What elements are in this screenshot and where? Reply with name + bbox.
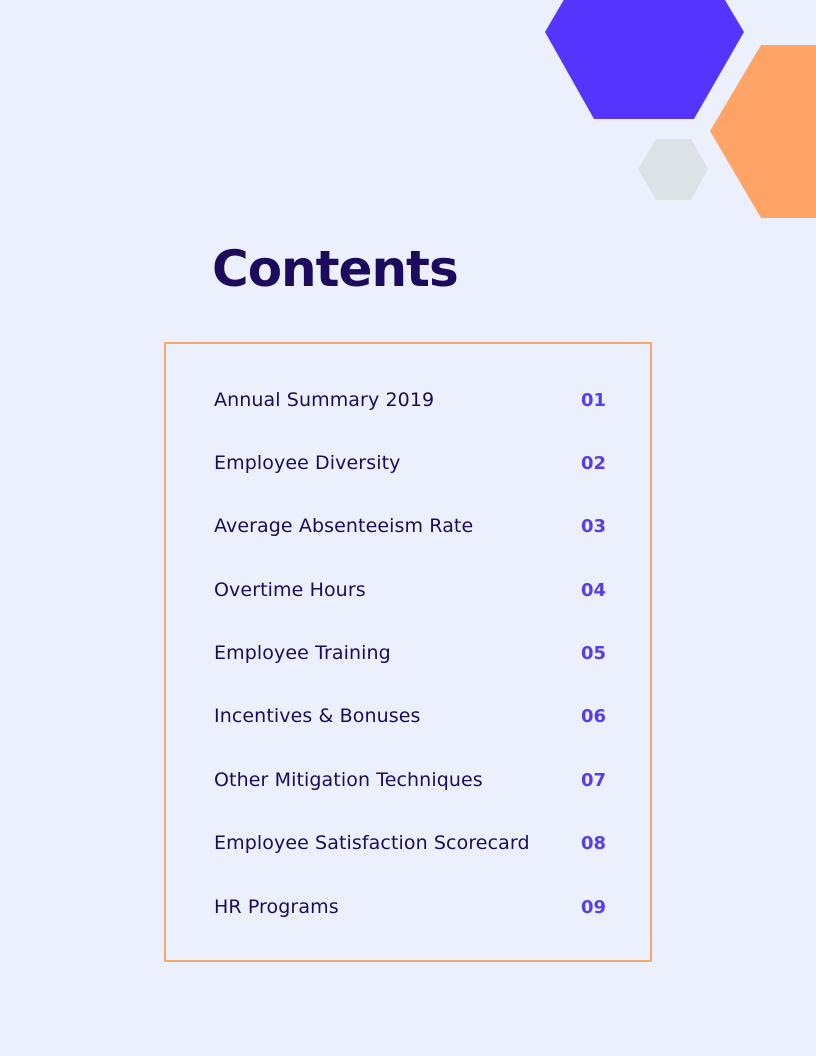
toc-item[interactable]: Overtime Hours 04 [214, 575, 606, 605]
toc-item[interactable]: Incentives & Bonuses 06 [214, 701, 606, 731]
toc-item-label: Employee Satisfaction Scorecard [214, 832, 530, 854]
toc-item-label: Overtime Hours [214, 579, 366, 601]
toc-item-label: Other Mitigation Techniques [214, 769, 483, 791]
toc-item[interactable]: Employee Training 05 [214, 638, 606, 668]
toc-item-label: Employee Diversity [214, 452, 401, 474]
toc-item-label: HR Programs [214, 896, 339, 918]
toc-item-page: 07 [580, 769, 606, 791]
gray-hexagon [638, 139, 708, 200]
toc-item[interactable]: Employee Diversity 02 [214, 448, 606, 478]
toc-item[interactable]: Employee Satisfaction Scorecard 08 [214, 828, 606, 858]
toc-item[interactable]: Average Absenteeism Rate 03 [214, 511, 606, 541]
toc-item-page: 04 [580, 579, 606, 601]
toc-item-page: 05 [580, 642, 606, 664]
toc-item[interactable]: Other Mitigation Techniques 07 [214, 765, 606, 795]
toc-item-label: Incentives & Bonuses [214, 705, 421, 727]
table-of-contents: Annual Summary 2019 01 Employee Diversit… [164, 342, 652, 962]
toc-item-page: 08 [580, 832, 606, 854]
hexagon-decoration [545, 0, 816, 218]
toc-item-label: Employee Training [214, 642, 391, 664]
toc-item[interactable]: HR Programs 09 [214, 892, 606, 922]
toc-item-page: 06 [580, 705, 606, 727]
toc-item-label: Annual Summary 2019 [214, 389, 435, 411]
toc-item[interactable]: Annual Summary 2019 01 [214, 385, 606, 415]
purple-hexagon [545, 0, 744, 119]
toc-item-page: 02 [580, 452, 606, 474]
toc-item-page: 03 [580, 515, 606, 537]
toc-item-page: 01 [580, 389, 606, 411]
toc-item-label: Average Absenteeism Rate [214, 515, 474, 537]
toc-item-page: 09 [580, 896, 606, 918]
page-title: Contents [212, 240, 459, 298]
orange-hexagon [710, 45, 816, 218]
